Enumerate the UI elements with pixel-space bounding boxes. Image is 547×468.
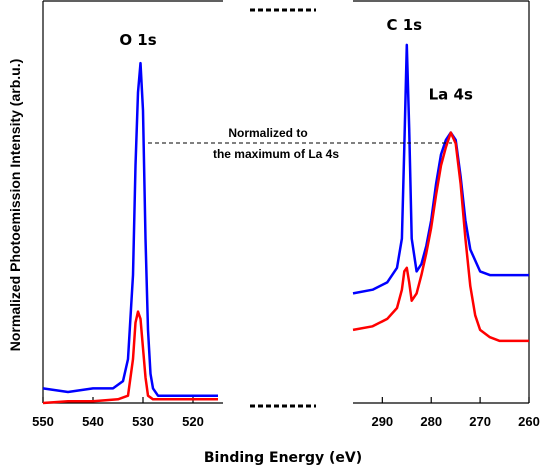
annotation-line-1: Normalized to [228, 126, 307, 140]
x-tick-label-right-260: 260 [518, 414, 540, 429]
x-tick-label-right-280: 280 [420, 414, 442, 429]
x-tick-label-left-540: 540 [82, 414, 104, 429]
x-axis-title: Binding Energy (eV) [204, 450, 362, 466]
tick-group: 550 540 530 520 290 280 270 260 [32, 397, 540, 429]
x-tick-label-left-520: 520 [182, 414, 204, 429]
x-tick-label-left-550: 550 [32, 414, 54, 429]
series-group [42, 43, 529, 405]
series-line-right-blue [352, 43, 529, 295]
x-tick-label-right-270: 270 [469, 414, 491, 429]
series-line-left-blue [42, 61, 218, 397]
x-tick-label-right-290: 290 [371, 414, 393, 429]
annotation-line-2: the maximum of La 4s [213, 147, 339, 161]
series-line-right-red [352, 131, 529, 343]
peak-label-group: O 1s C 1s La 4s [119, 16, 473, 103]
peak-label-o-1s: O 1s [119, 31, 156, 49]
peak-label-c-1s: C 1s [387, 16, 423, 34]
peak-label-la-4s: La 4s [429, 86, 473, 104]
x-tick-label-left-530: 530 [132, 414, 154, 429]
series-line-left-red [42, 310, 218, 405]
y-axis-title: Normalized Photoemission Intensity (arb.… [7, 59, 23, 351]
